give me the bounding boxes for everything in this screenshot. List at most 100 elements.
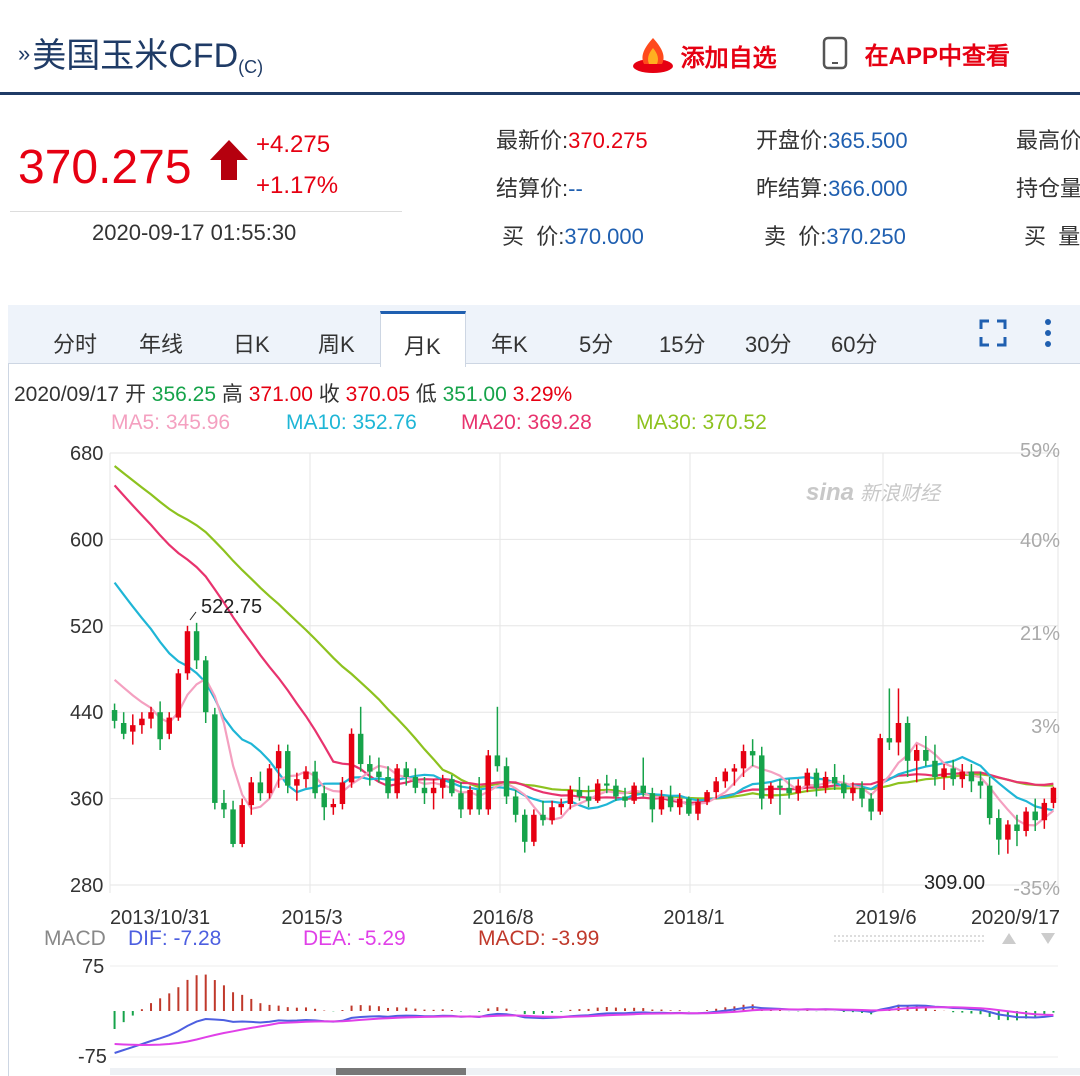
field-open: 开盘价:365.500 <box>756 128 908 153</box>
change-value: +4.275 <box>256 131 331 158</box>
candle-body <box>968 771 975 782</box>
candle-body <box>312 771 318 794</box>
scrollbar-thumb[interactable] <box>336 1068 466 1075</box>
candle-body <box>868 798 874 812</box>
candle-body <box>649 793 656 810</box>
candle-body <box>913 750 920 761</box>
candle-body <box>704 792 710 802</box>
candle-body <box>813 772 820 788</box>
candle-body <box>184 631 191 674</box>
candle-body <box>285 751 291 786</box>
pct-tick-label: 21% <box>1020 623 1060 645</box>
candle-body <box>1041 802 1048 821</box>
fullscreen-icon[interactable] <box>978 318 1008 348</box>
flame-icon <box>633 38 673 73</box>
candle-body <box>986 785 993 819</box>
active-tab-frame <box>380 311 466 367</box>
candle-body <box>367 764 373 772</box>
candle-body <box>1005 824 1011 840</box>
y-tick-label: 440 <box>70 702 103 724</box>
candle-body <box>175 673 182 718</box>
candle-body <box>221 802 227 810</box>
candle-body <box>202 660 209 713</box>
ma20-label: MA20: 369.28 <box>461 411 592 434</box>
candle-body <box>257 782 264 794</box>
candle-body <box>841 783 847 794</box>
candle-body <box>494 755 501 767</box>
candle-body <box>339 782 346 804</box>
candle-body <box>1023 811 1029 831</box>
ma-lines <box>113 465 1055 827</box>
ma5-line <box>113 677 1055 827</box>
view-in-app-button[interactable]: 在APP中查看 <box>822 36 1010 71</box>
candle-body <box>822 777 829 788</box>
ma30-line <box>113 465 1054 800</box>
candle-body <box>522 814 528 842</box>
macd-tick-label: 75 <box>82 956 104 978</box>
candle-body <box>749 751 756 756</box>
y-axis: 680 600 520 440 360 280 <box>70 443 103 897</box>
candle-body <box>376 771 382 777</box>
candle-body <box>166 717 172 734</box>
tab-15min[interactable]: 15分 <box>659 332 706 357</box>
candle-body <box>932 760 938 777</box>
low-annotation: 309.00 <box>924 872 985 894</box>
candle-body <box>667 796 674 808</box>
candle-body <box>996 818 1002 840</box>
range-scrollbar[interactable] <box>110 1068 1080 1075</box>
macd-value-label: MACD: -3.99 <box>478 927 600 950</box>
field-latest: 最新价:370.275 <box>496 128 648 153</box>
tab-weekly[interactable]: 周K <box>318 332 355 357</box>
candle-body <box>458 793 464 810</box>
last-price: 370.275 <box>18 141 192 194</box>
tab-monthly[interactable]: 月K <box>404 334 441 359</box>
candle-body <box>503 766 510 797</box>
more-menu-icon[interactable] <box>1040 316 1056 350</box>
candle-body <box>348 733 355 783</box>
candle-body <box>977 781 984 786</box>
pct-tick-label: 59% <box>1020 440 1060 462</box>
y-tick-label: 360 <box>70 789 103 811</box>
y-tick-label: 520 <box>70 616 103 638</box>
ohlc-info: 2020/09/17 开 356.25 高 371.00 收 370.05 低 … <box>14 383 573 406</box>
dea-line <box>114 1006 1054 1047</box>
candle-body <box>303 771 309 780</box>
candles <box>111 622 1057 855</box>
scroll-controls[interactable] <box>834 930 1064 946</box>
candle-body <box>275 751 282 769</box>
field-bid: 买 价:370.000 <box>502 224 644 249</box>
ohlc-close: 370.05 <box>345 383 410 406</box>
field-open-interest: 持仓量 <box>1016 176 1080 201</box>
candle-body <box>403 768 409 777</box>
pct-tick-label: -35% <box>1013 878 1060 900</box>
candle-body <box>622 796 628 801</box>
y-tick-label: 680 <box>70 443 103 465</box>
chevron-right-icon: » <box>18 41 31 66</box>
candle-body <box>230 809 236 844</box>
candle-body <box>950 768 956 780</box>
candle-body <box>421 787 428 794</box>
page-header: »美国玉米CFD(C) 添加自选 在APP中查看 <box>0 0 1080 95</box>
tab-daily[interactable]: 日K <box>233 332 270 357</box>
tab-30min[interactable]: 30分 <box>745 332 792 357</box>
candle-body <box>759 755 765 799</box>
field-bid-vol: 买 量 <box>1024 224 1080 249</box>
candle-body <box>111 710 118 721</box>
candle-body <box>640 785 646 794</box>
tab-year-line[interactable]: 年线 <box>139 332 184 357</box>
x-tick-label: 2018/1 <box>663 907 724 929</box>
candle-body <box>731 768 738 772</box>
tab-5min[interactable]: 5分 <box>579 332 614 357</box>
candle-body <box>786 787 792 794</box>
title-suffix: (C) <box>238 57 264 77</box>
field-ask: 卖 价:370.250 <box>764 224 906 249</box>
field-prev-settle: 昨结算:366.000 <box>756 176 908 201</box>
add-watch-button[interactable]: 添加自选 <box>632 36 777 74</box>
tab-yearly[interactable]: 年K <box>491 332 528 357</box>
tab-intraday[interactable]: 分时 <box>53 332 98 357</box>
candle-body <box>558 804 564 808</box>
y-tick-label: 600 <box>70 529 103 551</box>
candle-body <box>722 771 729 782</box>
tab-60min[interactable]: 60分 <box>831 332 878 357</box>
candle-body <box>886 738 893 743</box>
